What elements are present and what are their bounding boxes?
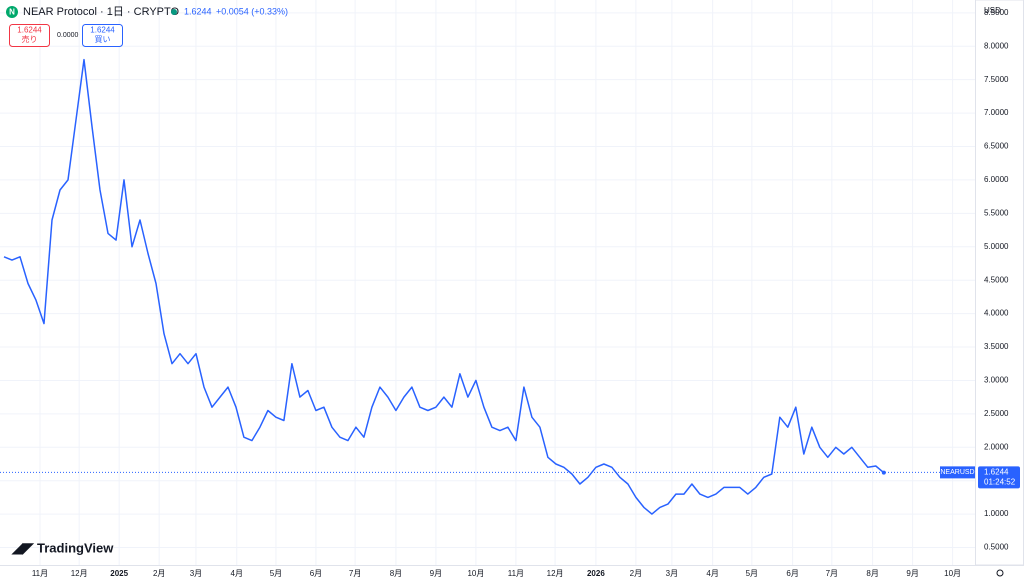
x-tick-label: 9月 — [430, 569, 442, 578]
x-tick-label: 3月 — [666, 569, 678, 578]
x-tick-label: 12月 — [547, 569, 564, 578]
symbol-tag — [940, 466, 975, 479]
buy-label: 買い — [95, 35, 111, 44]
y-tick-label: 5.5000 — [984, 208, 1009, 217]
y-tick-label: 6.5000 — [984, 142, 1009, 151]
price-tag-value: 1.6244 — [984, 467, 1009, 476]
brand-logo: ◢◤ — [11, 540, 35, 556]
x-tick-label: 7月 — [349, 569, 361, 578]
last-price: 1.6244 — [184, 6, 212, 16]
x-tick-label: 6月 — [310, 569, 322, 578]
sell-label: 売り — [22, 34, 38, 44]
x-tick-label: 2026 — [587, 569, 605, 578]
x-tick-label: 3月 — [190, 569, 202, 578]
spread: 0.0000 — [57, 32, 79, 39]
buy-button[interactable] — [82, 24, 123, 47]
y-tick-label: 3.0000 — [984, 376, 1009, 385]
y-tick-label: 4.0000 — [984, 309, 1009, 318]
countdown: 01:24:52 — [984, 477, 1016, 486]
symbol-icon-letter: N — [9, 8, 15, 17]
sell-price: 1.6244 — [17, 26, 42, 35]
y-tick-label: 4.5000 — [984, 275, 1009, 284]
x-tick-label: 4月 — [231, 569, 243, 578]
last-point — [881, 470, 886, 475]
y-tick-label: 6.0000 — [984, 175, 1009, 184]
status-dot — [171, 9, 177, 15]
x-tick-label: 8月 — [390, 569, 402, 578]
x-tick-label: 6月 — [786, 569, 798, 578]
price-tag — [978, 466, 1020, 489]
x-tick-label: 12月 — [71, 569, 88, 578]
x-tick-label: 8月 — [866, 569, 878, 578]
x-tick-label: 2月 — [153, 569, 165, 578]
x-tick-label: 9月 — [906, 569, 918, 578]
plot — [0, 58, 975, 515]
chart-title: NEAR Protocol · 1日 · CRYPTO — [23, 6, 180, 18]
settings-icon[interactable] — [996, 569, 1004, 577]
price-line — [3, 58, 885, 515]
y-tick-label: 3.5000 — [984, 342, 1009, 351]
grid — [0, 0, 975, 565]
x-tick-label: 2月 — [630, 569, 642, 578]
currency[interactable]: USD — [984, 6, 1001, 15]
price-change: +0.0054 (+0.33%) — [216, 6, 288, 16]
x-tick-label: 10月 — [467, 569, 484, 578]
y-tick-label: 8.0000 — [984, 41, 1009, 50]
buy-price: 1.6244 — [90, 26, 115, 35]
x-tick-label: 5月 — [270, 569, 282, 578]
y-tick-label: 2.0000 — [984, 442, 1009, 451]
sell-button[interactable] — [9, 24, 50, 47]
y-tick-label: 0.5000 — [984, 543, 1009, 552]
y-tick-label: 8.5000 — [984, 8, 1009, 17]
x-tick-label: 11月 — [508, 569, 524, 578]
x-tick-label: 11月 — [32, 569, 48, 578]
brand: TradingView — [37, 540, 114, 555]
symbol-label: NEARUSD — [940, 469, 974, 476]
symbol-icon — [6, 6, 18, 18]
y-tick-label: 2.5000 — [984, 409, 1009, 418]
x-tick-label: 7月 — [826, 569, 838, 578]
x-tick-label: 10月 — [944, 569, 961, 578]
y-tick-label: 1.0000 — [984, 509, 1009, 518]
x-tick-label: 2025 — [110, 569, 128, 578]
y-tick-label: 7.0000 — [984, 108, 1009, 117]
y-tick-label: 7.5000 — [984, 75, 1009, 84]
x-tick-label: 5月 — [746, 569, 758, 578]
y-tick-label: 5.0000 — [984, 242, 1009, 251]
x-tick-label: 4月 — [706, 569, 718, 578]
